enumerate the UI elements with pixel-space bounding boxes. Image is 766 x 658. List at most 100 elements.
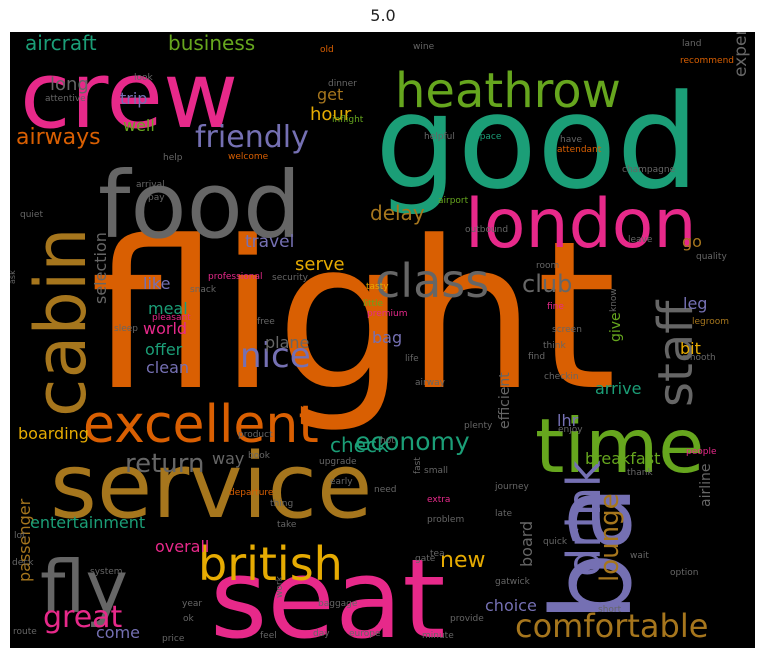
word-airway: airway bbox=[415, 378, 446, 388]
word-nice: nice bbox=[240, 336, 311, 376]
word-come: come bbox=[96, 623, 140, 642]
word-life: life bbox=[405, 354, 419, 364]
word-free: free bbox=[257, 317, 275, 327]
word-passenger: passenger bbox=[15, 498, 34, 582]
word-bag: bag bbox=[372, 328, 402, 347]
word-choice: choice bbox=[485, 596, 537, 615]
word-arrive: arrive bbox=[595, 379, 641, 398]
word-product: product bbox=[238, 430, 273, 440]
word-small: small bbox=[424, 466, 448, 476]
word-trip: trip bbox=[120, 89, 147, 108]
word-offer: offer bbox=[145, 340, 183, 359]
word-business: business bbox=[168, 32, 255, 55]
word-baggage: baggage bbox=[318, 599, 358, 609]
word-service: service bbox=[50, 434, 372, 539]
word-upgrade: upgrade bbox=[319, 457, 357, 467]
word-book: book bbox=[248, 451, 271, 461]
word-ok: ok bbox=[183, 614, 195, 624]
word-year: year bbox=[182, 599, 202, 609]
word-fine: fine bbox=[547, 302, 564, 312]
word-long: long bbox=[50, 74, 89, 95]
word-land: land bbox=[682, 39, 701, 49]
word-checkin: checkin bbox=[544, 372, 579, 382]
word-flight: flight bbox=[90, 198, 617, 436]
word-recommend: recommend bbox=[680, 56, 734, 66]
word-thank: thank bbox=[627, 468, 653, 478]
word-boarding: boarding bbox=[18, 424, 89, 443]
word-quality: quality bbox=[696, 252, 727, 262]
word-cabin: cabin bbox=[20, 227, 102, 417]
word-give: give bbox=[608, 312, 624, 342]
cloud-background bbox=[10, 32, 755, 648]
word-wait: wait bbox=[630, 551, 649, 561]
word-people: people bbox=[686, 447, 717, 457]
word-seat: seat bbox=[210, 535, 446, 648]
word-staff: staff bbox=[648, 300, 704, 407]
word-look: look bbox=[134, 73, 154, 83]
word-get: get bbox=[317, 85, 343, 104]
word-little: little bbox=[363, 299, 384, 309]
word-leave: leave bbox=[628, 235, 653, 245]
word-attendant: attendant bbox=[557, 145, 602, 155]
word-great: great bbox=[43, 600, 123, 635]
word-know: know bbox=[609, 288, 619, 312]
word-journey: journey bbox=[494, 482, 529, 492]
word-economy: economy bbox=[355, 427, 470, 456]
word-go: go bbox=[682, 232, 702, 251]
word-day: day bbox=[313, 629, 330, 639]
word-fly: fly bbox=[40, 545, 128, 629]
word-room: room bbox=[536, 261, 559, 271]
word-comfortable: comfortable bbox=[515, 607, 708, 645]
word-inflight: inflight bbox=[332, 115, 364, 125]
word-plenty: plenty bbox=[464, 421, 493, 431]
word-price: price bbox=[162, 634, 185, 644]
word-class: class bbox=[375, 254, 489, 308]
word-delay: delay bbox=[370, 201, 425, 225]
word-good: good bbox=[375, 66, 699, 218]
word-selection: selection bbox=[91, 232, 110, 304]
word-like: like bbox=[143, 274, 170, 293]
word-helpful: helpful bbox=[424, 132, 455, 142]
word-lhr: lhr bbox=[557, 411, 579, 430]
word-plane: plane bbox=[265, 333, 309, 352]
word-pay: pay bbox=[148, 193, 165, 203]
word-return: return bbox=[125, 449, 205, 479]
word-way: way bbox=[212, 449, 244, 468]
word-take: take bbox=[277, 520, 297, 530]
word-tasty: tasty bbox=[366, 282, 389, 292]
word-old: old bbox=[320, 45, 334, 55]
word-british: british bbox=[198, 537, 343, 591]
word-lot: lot bbox=[14, 531, 26, 541]
word-lounge: lounge bbox=[595, 493, 625, 582]
word-feel: feel bbox=[260, 631, 277, 641]
word-world: world bbox=[143, 319, 187, 338]
word-system: system bbox=[90, 567, 123, 577]
word-provide: provide bbox=[450, 614, 484, 624]
word-leg: leg bbox=[683, 294, 707, 313]
word-route: route bbox=[13, 627, 37, 637]
word-snack: snack bbox=[190, 285, 217, 295]
word-think: think bbox=[543, 341, 566, 351]
word-travel: travel bbox=[245, 232, 294, 252]
word-extra: extra bbox=[427, 495, 450, 505]
word-sleep: sleep bbox=[114, 324, 138, 334]
word-ba: ba bbox=[528, 485, 656, 622]
word-thing: thing bbox=[270, 499, 293, 509]
word-check: check bbox=[330, 433, 389, 457]
word-meal: meal bbox=[148, 299, 188, 318]
word-screen: screen bbox=[552, 325, 582, 335]
word-security: security bbox=[272, 273, 309, 283]
word-hot: hot bbox=[380, 436, 395, 446]
word-enjoy: enjoy bbox=[558, 425, 583, 435]
word-deck: deck bbox=[12, 558, 34, 568]
word-clean: clean bbox=[146, 358, 189, 377]
word-quick: quick bbox=[543, 537, 568, 547]
word-departure: departure bbox=[229, 488, 274, 498]
word-pleasant: pleasant bbox=[152, 313, 191, 323]
word-friendly: friendly bbox=[195, 120, 309, 155]
word-welcome: welcome bbox=[228, 152, 269, 162]
word-attentive: attentive bbox=[45, 94, 86, 104]
word-crew: crew bbox=[20, 42, 238, 149]
word-short: short bbox=[598, 605, 622, 615]
word-europe: europe bbox=[349, 629, 381, 639]
